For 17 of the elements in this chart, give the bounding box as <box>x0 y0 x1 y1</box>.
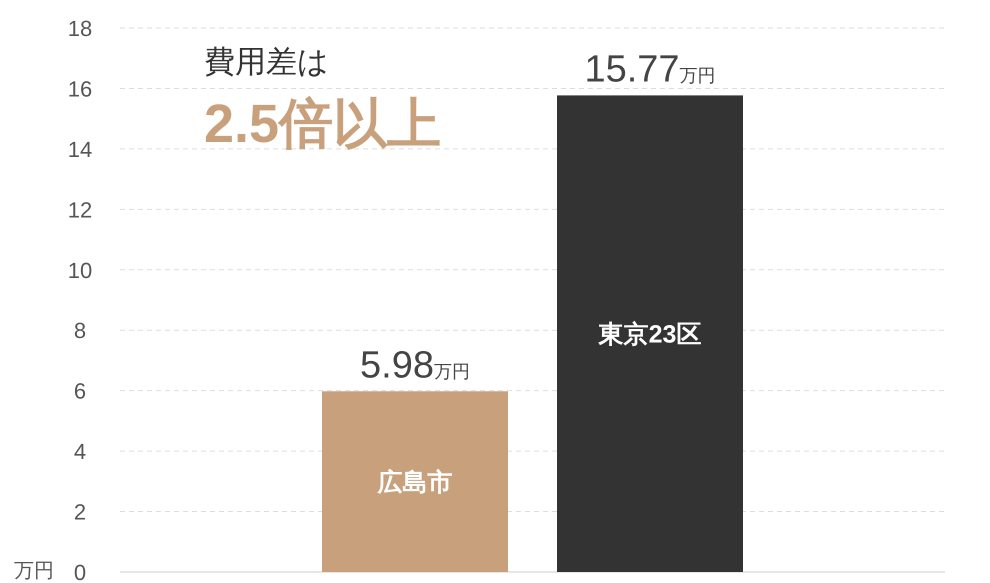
annotation: 2.5倍以上 <box>204 94 442 154</box>
y-tick-label: 2 <box>74 500 86 525</box>
x-tick-label: 東京23区 <box>598 320 702 349</box>
y-tick-label: 18 <box>68 16 92 41</box>
y-tick-label: 6 <box>74 378 86 404</box>
data-label: 5.98万円 <box>360 344 470 386</box>
y-tick-label: 12 <box>68 197 92 222</box>
y-tick-label: 0 <box>74 560 86 583</box>
y-axis-title: 万円 <box>14 560 54 582</box>
y-tick-label: 10 <box>68 258 92 283</box>
y-tick-label: 14 <box>68 136 92 162</box>
y-tick-label: 8 <box>74 318 86 344</box>
y-tick-label: 4 <box>74 439 86 464</box>
y-tick-label: 16 <box>68 76 92 102</box>
annotation: 費用差は <box>204 44 329 79</box>
data-label: 15.77万円 <box>584 48 716 90</box>
x-tick-label: 広島市 <box>376 468 452 497</box>
